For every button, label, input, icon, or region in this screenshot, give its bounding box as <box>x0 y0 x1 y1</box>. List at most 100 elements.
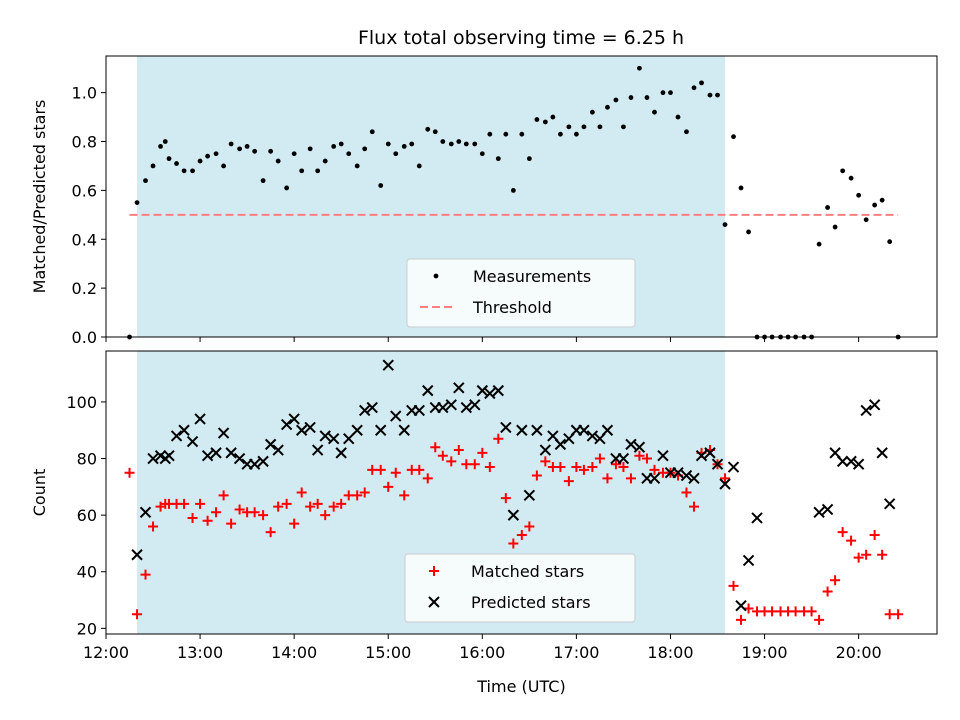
data-point <box>346 151 352 157</box>
data-point <box>680 469 693 482</box>
data-point <box>790 606 801 617</box>
data-point <box>351 424 363 436</box>
y-tick-label: 1.0 <box>72 84 97 103</box>
legend-box <box>406 258 636 328</box>
data-point <box>540 456 551 467</box>
data-point <box>147 452 159 465</box>
data-point <box>320 510 331 521</box>
data-point <box>652 109 657 115</box>
data-point <box>845 455 857 468</box>
data-point <box>295 424 308 436</box>
data-point <box>275 158 281 164</box>
data-point <box>555 462 566 473</box>
data-point <box>463 141 469 147</box>
data-point <box>233 452 246 465</box>
data-point <box>328 501 339 512</box>
data-point <box>688 472 700 485</box>
data-point <box>649 464 660 475</box>
data-point <box>179 498 190 509</box>
data-point <box>124 467 135 478</box>
data-point <box>848 175 854 181</box>
data-point <box>852 458 865 470</box>
legend-label: Predicted stars <box>471 593 591 612</box>
data-point <box>503 131 509 137</box>
data-point <box>288 413 300 425</box>
data-point <box>195 498 206 509</box>
bottom-panel: 20 40 60 80 100 12:00 13:00 14:00 15:00 16:00 17:0… <box>30 350 938 696</box>
data-point <box>736 614 747 625</box>
data-point <box>728 580 739 591</box>
data-point <box>648 472 661 485</box>
data-point <box>398 424 410 436</box>
data-point <box>211 507 222 518</box>
data-point <box>338 141 344 147</box>
data-point <box>187 512 198 523</box>
data-point <box>893 609 904 620</box>
data-point <box>359 487 370 498</box>
data-point <box>225 447 237 459</box>
data-point <box>877 549 888 560</box>
chart-title: Flux total observing time = 6.25 h <box>358 27 684 49</box>
data-point <box>484 387 496 400</box>
data-point <box>644 95 650 100</box>
data-point <box>366 401 378 414</box>
data-point <box>272 444 284 456</box>
data-point <box>139 506 152 519</box>
data-point <box>719 478 731 490</box>
data-point <box>492 384 505 397</box>
data-point <box>422 384 434 397</box>
data-point <box>440 139 446 144</box>
y-tick-label: 60 <box>77 506 97 525</box>
data-point <box>681 487 692 498</box>
data-point <box>618 462 629 473</box>
data-point <box>869 529 880 540</box>
data-point <box>385 141 391 147</box>
data-point <box>742 554 755 567</box>
data-point <box>453 382 465 394</box>
data-point <box>668 90 673 96</box>
data-point <box>863 217 869 223</box>
data-point <box>610 459 621 470</box>
data-point <box>378 183 384 188</box>
data-point <box>484 462 495 473</box>
y-tick-label: 0.8 <box>72 133 97 152</box>
legend-label: Threshold <box>472 298 552 317</box>
data-point <box>416 163 422 169</box>
data-point <box>413 404 425 417</box>
data-point <box>566 124 572 130</box>
y-tick-label: 40 <box>77 563 97 582</box>
data-point <box>539 444 552 456</box>
legend: Matched stars Predicted stars <box>404 553 636 623</box>
data-point <box>477 447 488 458</box>
data-point <box>437 401 449 414</box>
data-point <box>613 97 619 103</box>
data-point <box>382 359 394 371</box>
series-matched-stars <box>124 433 904 625</box>
data-point <box>495 156 501 162</box>
data-point <box>519 131 525 137</box>
data-point <box>675 114 681 120</box>
data-point <box>846 535 857 546</box>
data-point <box>487 131 493 137</box>
data-point <box>305 501 316 512</box>
data-point <box>460 401 473 414</box>
data-point <box>343 490 354 501</box>
legend-swatch <box>433 273 439 279</box>
data-point <box>832 224 838 230</box>
data-point <box>884 609 895 620</box>
data-point <box>148 521 159 532</box>
data-point <box>526 156 532 162</box>
data-point <box>390 467 401 478</box>
data-point <box>633 441 646 453</box>
data-point <box>625 473 636 484</box>
data-point <box>264 438 277 451</box>
data-point <box>711 458 724 470</box>
data-point <box>510 187 516 193</box>
data-point <box>197 158 203 164</box>
data-point <box>390 410 402 422</box>
y-tick-label: 20 <box>77 619 97 638</box>
data-point <box>249 507 260 518</box>
data-point <box>625 438 637 451</box>
data-point <box>516 529 527 540</box>
